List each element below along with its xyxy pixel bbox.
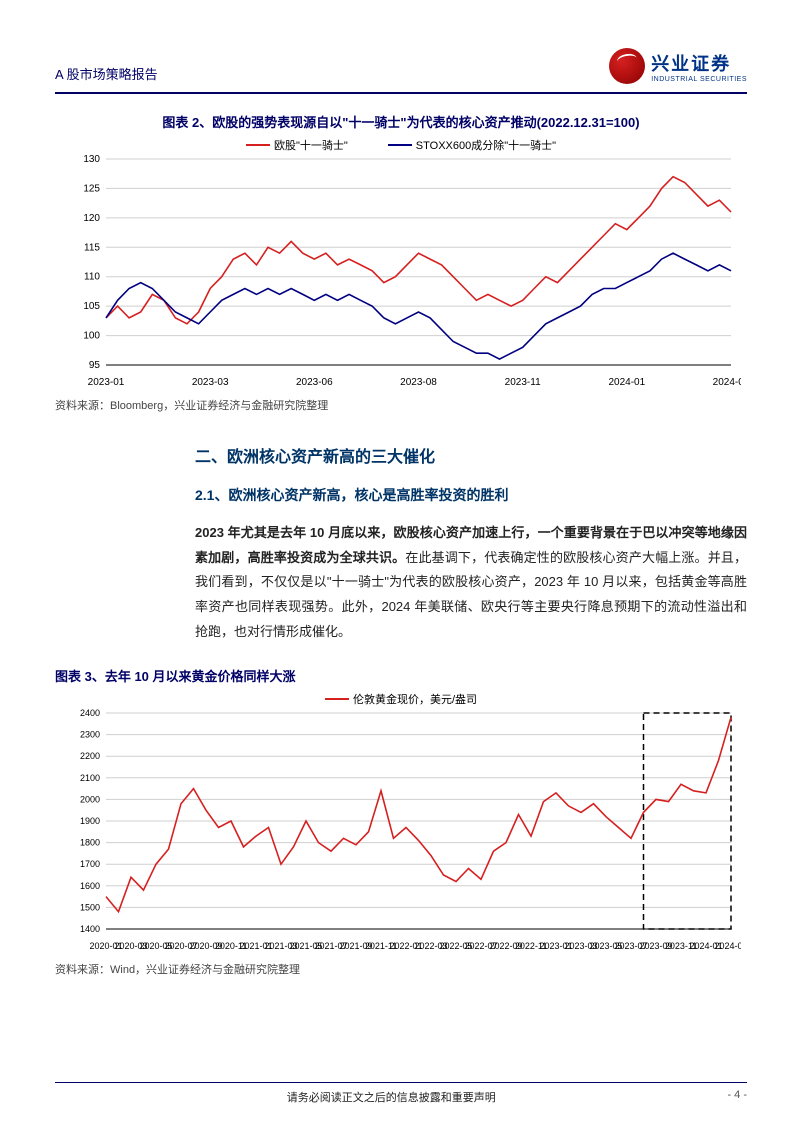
svg-text:120: 120	[83, 213, 100, 224]
svg-text:115: 115	[84, 242, 100, 253]
chart2-container: 95 100 105 110 115 120 125 130 2023-01 2023-03 202…	[55, 153, 747, 393]
section-heading: 二、欧洲核心资产新高的三大催化	[195, 443, 747, 467]
svg-text:2000: 2000	[80, 795, 100, 805]
svg-text:2023-11: 2023-11	[505, 377, 541, 388]
chart3-title: 图表 3、去年 10 月以来黄金价格同样大涨	[55, 666, 747, 685]
chart3-source: 资料来源：Wind，兴业证券经济与金融研究院整理	[55, 961, 747, 977]
legend-line-blue	[388, 144, 412, 146]
svg-text:1400: 1400	[80, 924, 100, 934]
logo-text-en: INDUSTRIAL SECURITIES	[651, 76, 747, 83]
svg-text:125: 125	[83, 183, 100, 194]
svg-text:2023-03: 2023-03	[192, 377, 229, 388]
svg-text:2100: 2100	[80, 773, 100, 783]
section-paragraph: 2023 年尤其是去年 10 月底以来，欧股核心资产加速上行，一个重要背景在于巴…	[195, 521, 747, 644]
footer-notice: 请务必阅读正文之后的信息披露和重要声明	[55, 1089, 727, 1105]
chart3-legend: 伦敦黄金现价，美元/盎司	[55, 691, 747, 707]
legend-label: 伦敦黄金现价，美元/盎司	[353, 691, 477, 707]
svg-text:2023-08: 2023-08	[400, 377, 437, 388]
svg-text:2024-04: 2024-04	[713, 377, 741, 388]
footer-page: - 4 -	[727, 1089, 747, 1105]
company-logo: 兴业证券 INDUSTRIAL SECURITIES	[609, 48, 747, 84]
page-footer: 请务必阅读正文之后的信息披露和重要声明 - 4 -	[55, 1082, 747, 1105]
chart3-container: 1400 1500 1600 1700 1800 1900 2000 2100 2200 2300…	[55, 707, 747, 957]
legend-line-red	[325, 698, 349, 700]
svg-text:105: 105	[83, 301, 100, 312]
chart3-svg: 1400 1500 1600 1700 1800 1900 2000 2100 2200 2300…	[61, 707, 741, 957]
svg-text:130: 130	[83, 154, 100, 165]
page-header: A 股市场策略报告 兴业证券 INDUSTRIAL SECURITIES	[55, 48, 747, 94]
svg-text:2023-06: 2023-06	[296, 377, 333, 388]
svg-text:1500: 1500	[80, 903, 100, 913]
section-subheading: 2.1、欧洲核心资产新高，核心是高胜率投资的胜利	[195, 485, 747, 505]
svg-text:100: 100	[83, 331, 100, 342]
svg-text:2200: 2200	[80, 752, 100, 762]
report-type-label: A 股市场策略报告	[55, 48, 158, 83]
svg-text:1600: 1600	[80, 881, 100, 891]
chart2-title: 图表 2、欧股的强势表现源自以"十一骑士"为代表的核心资产推动(2022.12.…	[55, 112, 747, 131]
svg-text:2023-01: 2023-01	[88, 377, 125, 388]
legend-line-red	[246, 144, 270, 146]
svg-text:1800: 1800	[80, 838, 100, 848]
logo-icon	[609, 48, 645, 84]
svg-text:110: 110	[84, 272, 100, 283]
logo-text-cn: 兴业证券	[651, 50, 747, 76]
chart2-legend: 欧股"十一骑士" STOXX600成分除"十一骑士"	[55, 137, 747, 153]
chart2-svg: 95 100 105 110 115 120 125 130 2023-01 2023-03 202…	[61, 153, 741, 393]
svg-text:1900: 1900	[80, 816, 100, 826]
svg-text:2024-01: 2024-01	[608, 377, 645, 388]
svg-text:1700: 1700	[80, 860, 100, 870]
svg-text:95: 95	[89, 360, 101, 371]
svg-text:2400: 2400	[80, 708, 100, 718]
legend-label: 欧股"十一骑士"	[274, 137, 348, 153]
chart2-source: 资料来源：Bloomberg，兴业证券经济与金融研究院整理	[55, 397, 747, 413]
svg-text:2024-03: 2024-03	[714, 941, 741, 951]
legend-label: STOXX600成分除"十一骑士"	[416, 137, 556, 153]
svg-text:2300: 2300	[80, 730, 100, 740]
